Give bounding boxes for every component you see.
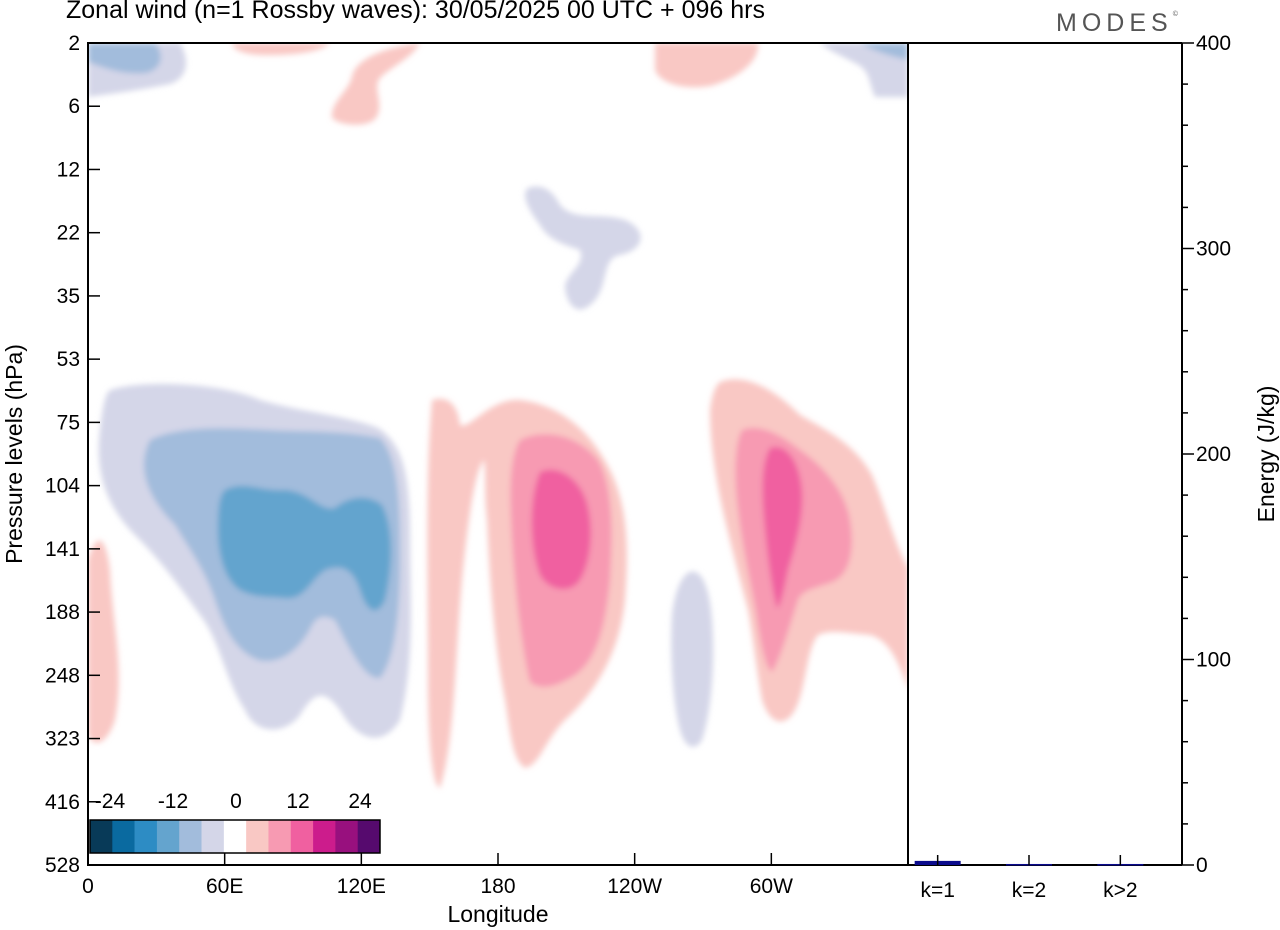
x-axis-title: Longitude — [447, 901, 548, 927]
colorbar-swatch — [134, 820, 158, 853]
colorbar-label: -24 — [95, 790, 126, 813]
brand-logo: MODES© — [1056, 9, 1178, 38]
pressure-axis: 2 6 12 22 35 53 75 104 141 188 248 323 416 528 — [45, 32, 100, 877]
colorbar-swatch — [156, 820, 180, 853]
x-tick-label: 120E — [337, 875, 386, 898]
bar-category-label: k>2 — [1103, 879, 1137, 902]
colorbar-swatch — [112, 820, 135, 853]
chart-title: Zonal wind (n=1 Rossby waves): 30/05/202… — [66, 0, 765, 24]
colorbar-swatch — [268, 820, 292, 853]
colorbar-swatch — [313, 820, 336, 853]
energy-axis: 0 100 200 300 400 — [1182, 32, 1231, 877]
y-tick-label: 6 — [68, 95, 80, 118]
longitude-axis: 0 60E 120E 180 120W 60W — [82, 853, 793, 898]
x-tick-label: 0 — [82, 875, 94, 898]
contour-neg-top-left-inner — [88, 43, 161, 74]
y-tick-label: 323 — [45, 728, 80, 751]
y-tick-label: 53 — [57, 348, 80, 371]
colorbar-label: 24 — [348, 790, 372, 813]
energy-tick-label: 0 — [1196, 854, 1208, 877]
y-tick-label: 248 — [45, 664, 80, 687]
colorbar: -24 -12 0 12 24 — [88, 788, 382, 865]
contour-neg-main-inner — [218, 485, 391, 611]
bar-category-label: k=2 — [1012, 879, 1046, 902]
x-tick-label: 60W — [750, 875, 793, 898]
contour-pos-left-edge — [88, 540, 119, 743]
y-tick-label: 141 — [45, 538, 80, 561]
contour-pos-top-2 — [331, 43, 420, 125]
colorbar-label: -12 — [158, 790, 188, 813]
x-tick-label: 60E — [206, 875, 243, 898]
colorbar-swatch — [335, 820, 358, 853]
contour-pos-top-1 — [232, 43, 330, 56]
y-tick-label: 416 — [45, 791, 80, 814]
y-tick-label: 22 — [57, 222, 80, 245]
contour-pos-right-inner — [762, 447, 803, 608]
colorbar-swatch — [290, 820, 314, 853]
y-tick-label: 12 — [57, 158, 80, 181]
wind-contour-field — [88, 43, 908, 865]
colorbar-swatch — [223, 820, 247, 853]
colorbar-label: 0 — [230, 790, 242, 813]
x-tick-label: 180 — [480, 875, 515, 898]
colorbar-swatch — [90, 820, 113, 853]
y-axis-title: Pressure levels (hPa) — [1, 344, 27, 564]
energy-tick-label: 200 — [1196, 443, 1231, 466]
energy-bars: k=1 k=2 k>2 — [914, 855, 1144, 902]
contour-neg-mid-upper — [525, 186, 641, 310]
energy-tick-label: 300 — [1196, 238, 1231, 261]
x-tick-label: 120W — [607, 875, 662, 898]
y-tick-label: 75 — [57, 411, 80, 434]
y-tick-label: 104 — [45, 475, 80, 498]
contour-neg-top-right — [820, 43, 908, 97]
brand-mark: © — [1172, 11, 1178, 18]
contour-pos-strip-inner — [531, 469, 591, 590]
y-tick-label: 528 — [45, 854, 80, 877]
colorbar-swatch — [357, 820, 381, 853]
colorbar-label: 12 — [286, 790, 309, 813]
colorbar-swatch — [201, 820, 225, 853]
contour-neg-top-right-inner — [860, 43, 908, 60]
colorbar-swatch — [179, 820, 202, 853]
colorbar-swatch — [246, 820, 269, 853]
bar-category-label: k=1 — [920, 879, 954, 902]
contour-pos-top-3 — [655, 43, 759, 88]
y-tick-label: 2 — [68, 32, 80, 55]
y-tick-label: 188 — [45, 601, 80, 624]
brand-name: MODES — [1056, 9, 1173, 37]
energy-tick-label: 100 — [1196, 649, 1231, 672]
contour-neg-narrow — [671, 571, 714, 747]
energy-axis-title: Energy (J/kg) — [1253, 386, 1279, 523]
colorbar-frame — [89, 819, 381, 854]
y-tick-label: 35 — [57, 285, 80, 308]
energy-tick-label: 400 — [1196, 32, 1231, 55]
